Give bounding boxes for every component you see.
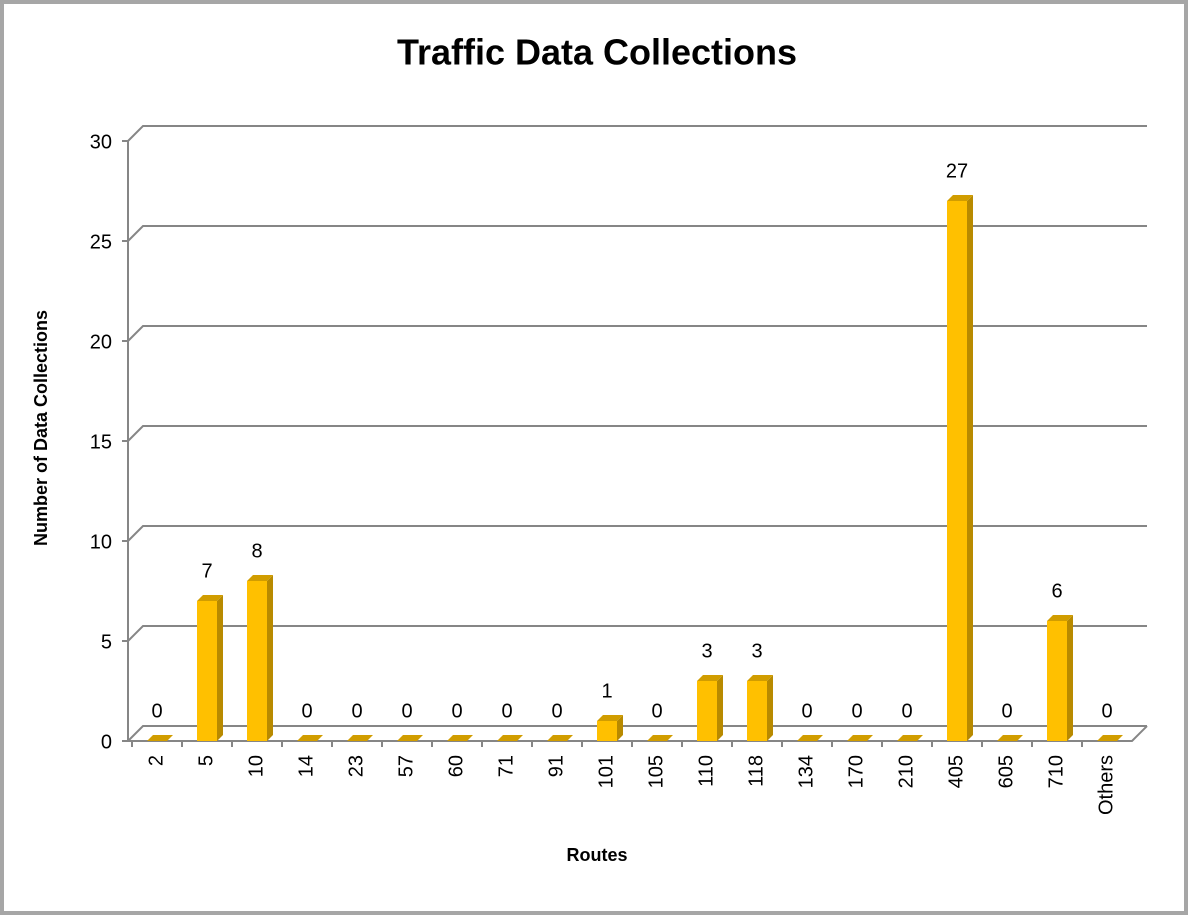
bar-top [597, 715, 623, 721]
x-tick-label: 118 [745, 755, 767, 787]
data-label: 0 [551, 700, 562, 722]
bar-top [547, 735, 573, 741]
grid-line [127, 225, 1147, 242]
bar-top [347, 735, 373, 741]
data-label: 27 [946, 160, 968, 182]
bar-side [967, 195, 973, 741]
bar-top [747, 675, 773, 681]
bar-front [747, 681, 767, 741]
grid-line [127, 125, 1147, 142]
bar-front [1047, 621, 1067, 741]
x-tick-label: 105 [645, 755, 667, 788]
x-axis-label: Routes [566, 845, 627, 865]
bar-front [197, 601, 217, 741]
grid-line [127, 625, 1147, 642]
data-label: 0 [651, 700, 662, 722]
bar-top [397, 735, 423, 741]
data-label: 6 [1051, 580, 1062, 602]
x-tick-label: 91 [545, 755, 567, 777]
x-tick-label: 710 [1045, 755, 1067, 788]
bar-top [197, 595, 223, 601]
bar-side [617, 715, 623, 741]
data-label: 0 [301, 700, 312, 722]
x-tick-label: 57 [395, 755, 417, 777]
data-label: 0 [801, 700, 812, 722]
y-tick-label: 0 [101, 731, 112, 753]
bar-front [597, 721, 617, 741]
y-tick-label: 15 [90, 431, 112, 453]
bar-side [1067, 615, 1073, 741]
bar-top [447, 735, 473, 741]
bar-top [897, 735, 923, 741]
x-tick-label: 101 [595, 755, 617, 788]
bar-top [1047, 615, 1073, 621]
data-label: 0 [151, 700, 162, 722]
y-axis-label: Number of Data Collections [31, 310, 51, 546]
data-label: 0 [1001, 700, 1012, 722]
bar-top [997, 735, 1023, 741]
data-label: 1 [601, 680, 612, 702]
x-tick-label: 60 [445, 755, 467, 777]
data-label: 0 [451, 700, 462, 722]
x-tick-label: 170 [845, 755, 867, 788]
bar-side [267, 575, 273, 741]
bar-top [247, 575, 273, 581]
data-label: 0 [401, 700, 412, 722]
y-tick-label: 30 [90, 131, 112, 153]
y-tick-label: 20 [90, 331, 112, 353]
x-tick-label: 14 [295, 755, 317, 777]
bar-front [247, 581, 267, 741]
data-label: 0 [501, 700, 512, 722]
bar-top [497, 735, 523, 741]
y-tick-label: 5 [101, 631, 112, 653]
x-tick-label: Others [1095, 755, 1117, 815]
bar-top [947, 195, 973, 201]
grid-line [127, 425, 1147, 442]
bar-top [697, 675, 723, 681]
x-tick-label: 134 [795, 755, 817, 788]
bar-top [297, 735, 323, 741]
bar-top [1097, 735, 1123, 741]
data-label: 7 [201, 560, 212, 582]
bar-front [947, 201, 967, 741]
y-tick-label: 10 [90, 531, 112, 553]
x-tick-label: 2 [145, 755, 167, 766]
x-tick-label: 110 [695, 755, 717, 787]
data-label: 0 [851, 700, 862, 722]
grid-line [127, 325, 1147, 342]
data-label: 3 [751, 640, 762, 662]
y-tick-label: 25 [90, 231, 112, 253]
bar-side [767, 675, 773, 741]
x-tick-label: 23 [345, 755, 367, 777]
x-tick-label: 210 [895, 755, 917, 788]
bar-side [217, 595, 223, 741]
bar-top [147, 735, 173, 741]
bar-front [697, 681, 717, 741]
x-tick-label: 605 [995, 755, 1017, 788]
chart-title: Traffic Data Collections [397, 32, 797, 73]
x-tick-label: 5 [195, 755, 217, 766]
data-label: 3 [701, 640, 712, 662]
x-tick-label: 10 [245, 755, 267, 777]
x-tick-label: 71 [495, 755, 517, 777]
data-label: 0 [351, 700, 362, 722]
bar-top [847, 735, 873, 741]
grid-line [127, 525, 1147, 542]
bar-top [647, 735, 673, 741]
x-tick-label: 405 [945, 755, 967, 788]
bar-top [797, 735, 823, 741]
data-label: 8 [251, 540, 262, 562]
bar-side [717, 675, 723, 741]
data-label: 0 [1101, 700, 1112, 722]
grid-line [127, 725, 1147, 742]
data-label: 0 [901, 700, 912, 722]
